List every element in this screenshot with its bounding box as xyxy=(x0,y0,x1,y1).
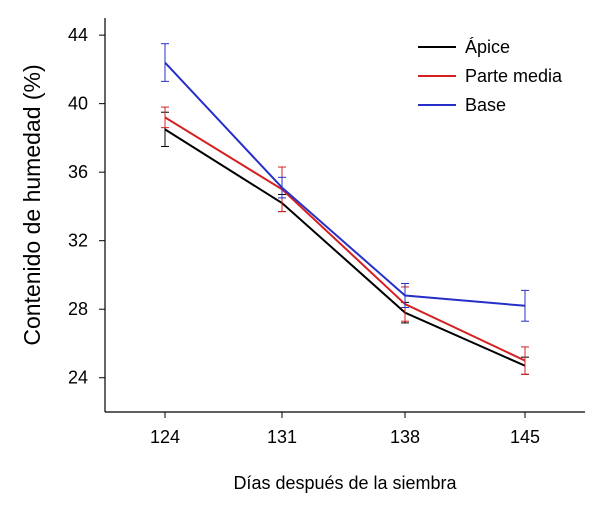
legend-label: Ápice xyxy=(465,37,510,57)
y-tick-label: 32 xyxy=(68,231,88,251)
y-tick-label: 40 xyxy=(68,94,88,114)
x-ticks: 124 131 138 145 xyxy=(150,412,540,447)
y-axis-title: Contenido de humedad (%) xyxy=(19,64,45,345)
y-tick-label: 24 xyxy=(68,368,88,388)
series-line xyxy=(164,61,526,307)
y-tick-label: 36 xyxy=(68,162,88,182)
x-tick-label: 131 xyxy=(267,427,297,447)
x-tick-label: 124 xyxy=(150,427,180,447)
series-lines xyxy=(161,43,529,375)
y-tick-label: 44 xyxy=(68,25,88,45)
x-tick-label: 145 xyxy=(510,427,540,447)
series-1 xyxy=(161,106,529,375)
legend: Ápice Parte media Base xyxy=(418,37,563,115)
axes xyxy=(104,18,585,413)
series-line xyxy=(164,116,526,362)
legend-label: Base xyxy=(465,95,506,115)
y-tick-label: 28 xyxy=(68,299,88,319)
legend-label: Parte media xyxy=(465,66,563,86)
series-line xyxy=(164,128,526,367)
y-ticks: 24 28 32 36 40 44 xyxy=(68,25,105,388)
x-tick-label: 138 xyxy=(390,427,420,447)
series-2 xyxy=(161,43,529,322)
x-axis-title: Días después de la siembra xyxy=(233,473,457,493)
